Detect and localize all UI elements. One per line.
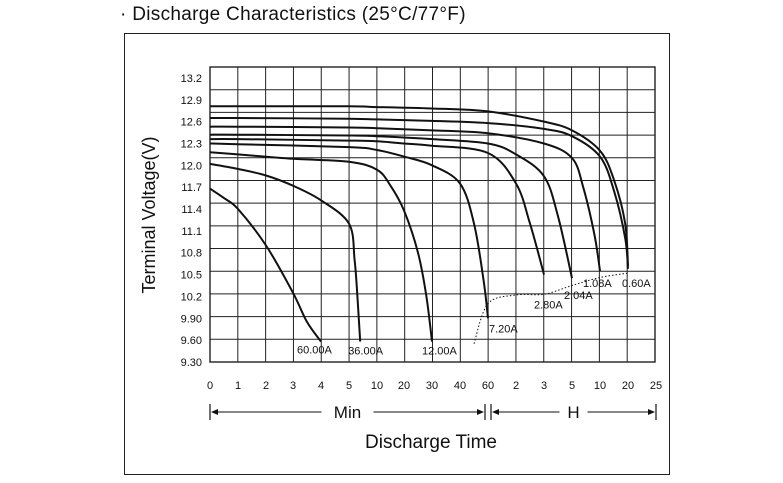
y-tick-labels: 9.30 9.60 9.90 10.2 10.5 10.8 11.1 11.4 11.7 12.0…: [181, 73, 202, 369]
curve-label: 60.00A: [297, 345, 333, 357]
curve-label: 0.60A: [622, 278, 651, 290]
x-tick-label: 20: [622, 380, 634, 392]
title-bullet: ·: [120, 4, 127, 25]
chart-frame: 9.30 9.60 9.90 10.2 10.5 10.8 11.1 11.4 11.7 12.0…: [124, 33, 670, 475]
x-tick-label: 30: [426, 380, 438, 392]
y-tick-label: 10.2: [181, 291, 202, 303]
grid: [209, 66, 656, 363]
y-tick-label: 13.2: [181, 73, 202, 85]
x-tick-label: 5: [346, 380, 352, 392]
range-label: Min: [334, 403, 361, 422]
title-text: Discharge Characteristics: [132, 4, 357, 25]
range-arrowhead: [648, 409, 655, 415]
x-tick-label: 25: [650, 380, 662, 392]
y-tick-label: 12.6: [181, 117, 202, 129]
y-tick-label: 9.60: [181, 335, 202, 347]
y-tick-label: 12.3: [181, 138, 202, 150]
x-tick-label: 60: [482, 380, 494, 392]
series-line: [209, 151, 433, 342]
curve-label: 2.80A: [534, 299, 563, 311]
series-line: [209, 133, 573, 279]
series-line: [209, 162, 362, 342]
curve-label: 12.00A: [422, 346, 458, 358]
curve-label: 1.08A: [583, 278, 612, 290]
x-tick-label: 20: [398, 380, 410, 392]
title-conditions: (25°C/77°F): [361, 4, 466, 25]
y-tick-label: 12.0: [181, 160, 202, 172]
x-tick-label: 10: [594, 380, 606, 392]
curve-label: 36.00A: [348, 346, 384, 358]
x-tick-label: 2: [263, 380, 269, 392]
x-tick-label: 40: [454, 380, 466, 392]
series-line: [209, 142, 489, 319]
chart-title: · Discharge Characteristics (25°C/77°F): [120, 4, 466, 26]
series-lines: [209, 105, 629, 343]
x-tick-labels: 0 1 2 3 4 5 10 20 30 40 60 2 3 5 10 20 25: [207, 380, 662, 392]
curve-label: 2.04A: [564, 290, 593, 302]
discharge-chart: 9.309.609.9010.210.510.811.111.411.712.0…: [139, 66, 662, 453]
series-line: [209, 138, 545, 275]
x-tick-label: 5: [569, 380, 575, 392]
x-range-markers: Min H: [209, 403, 657, 422]
x-axis-label: Discharge Time: [365, 432, 497, 453]
y-tick-label: 9.90: [181, 313, 202, 325]
y-axis-label: Terminal Voltage(V): [139, 136, 159, 293]
y-tick-label: 10.8: [181, 248, 202, 260]
range-arrowhead: [492, 409, 499, 415]
range-arrowhead: [477, 409, 484, 415]
cutoff-curve: [473, 272, 629, 344]
x-tick-label: 2: [513, 380, 519, 392]
y-tick-label: 12.9: [181, 95, 202, 107]
y-tick-label: 11.7: [181, 182, 202, 194]
range-arrowhead: [211, 409, 218, 415]
y-tick-label: 11.1: [181, 226, 202, 238]
x-tick-label: 0: [207, 380, 213, 392]
cutoff-line: [473, 272, 629, 344]
x-tick-label: 1: [235, 380, 241, 392]
series-line: [209, 187, 322, 343]
series-line: [209, 125, 601, 272]
x-tick-label: 10: [371, 380, 383, 392]
y-tick-label: 11.4: [181, 204, 202, 216]
series-line: [209, 105, 629, 266]
x-tick-label: 3: [290, 380, 296, 392]
y-tick-label: 9.30: [181, 357, 202, 369]
series-line: [209, 116, 629, 269]
y-tick-label: 10.5: [181, 270, 202, 282]
curve-label: 7.20A: [489, 323, 518, 335]
range-label: H: [567, 403, 579, 422]
x-tick-label: 3: [541, 380, 547, 392]
x-tick-label: 4: [318, 380, 324, 392]
